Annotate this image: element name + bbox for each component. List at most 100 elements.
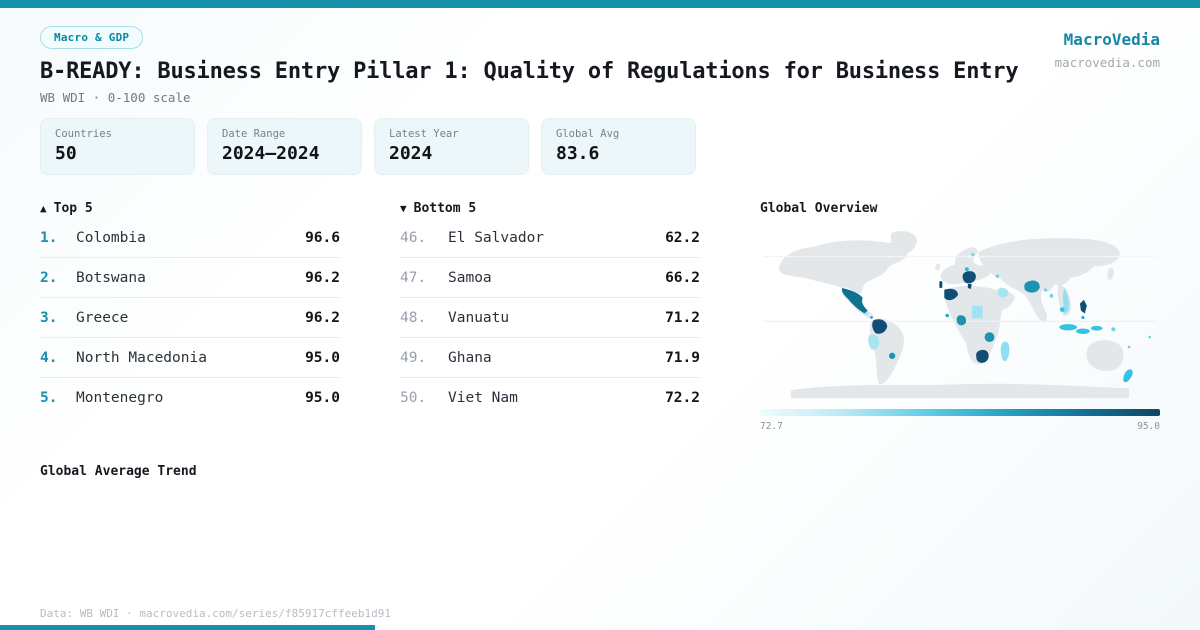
map-heading: Global Overview <box>760 201 1160 216</box>
map-country-bangladesh <box>1049 294 1054 298</box>
map-country-ghana <box>956 315 967 326</box>
country-value: 96.2 <box>305 309 340 326</box>
category-badge: Macro & GDP <box>40 26 144 49</box>
rank-number: 4. <box>40 349 58 366</box>
map-country-chad <box>971 305 983 319</box>
header-left: Macro & GDP B-READY: Business Entry Pill… <box>40 26 1019 105</box>
map-country-tanzania <box>984 332 995 343</box>
world-map-choropleth <box>763 231 1157 399</box>
map-panel: Global Overview <box>760 201 1160 432</box>
map-country-madagascar <box>1000 341 1010 362</box>
colorbar-labels: 72.7 95.0 <box>760 421 1160 432</box>
country-value: 95.0 <box>305 349 340 366</box>
stat-card-date-range: Date Range 2024—2024 <box>207 118 362 175</box>
page-subtitle: WB WDI · 0-100 scale <box>40 90 191 105</box>
map-country-vanuatu <box>1127 345 1131 349</box>
stat-label: Latest Year <box>389 128 459 140</box>
trend-heading: Global Average Trend <box>40 464 197 479</box>
stats-row: Countries 50 Date Range 2024—2024 Latest… <box>40 118 1160 175</box>
map-country-hungary <box>964 267 969 272</box>
stat-label: Global Avg <box>556 128 620 140</box>
rank-number: 1. <box>40 229 58 246</box>
map-country-colombia <box>872 319 888 334</box>
ranking-row: 49. Ghana 71.9 <box>400 338 700 378</box>
colorbar-min-label: 72.7 <box>760 421 783 432</box>
stat-value: 2024 <box>389 143 433 164</box>
bottom5-heading: ▼ Bottom 5 <box>400 201 700 216</box>
country-name: Botswana <box>76 269 146 286</box>
map-country-paraguay <box>889 352 896 359</box>
map-country-new-zealand <box>1123 369 1133 383</box>
top5-panel: ▲ Top 5 1. Colombia 96.6 2. Botswana 96.… <box>40 201 340 432</box>
stat-card-global-avg: Global Avg 83.6 <box>541 118 696 175</box>
brand-name: MacroVedia <box>1063 30 1160 49</box>
country-name: Ghana <box>448 349 492 366</box>
brand-domain: macrovedia.com <box>1054 55 1160 70</box>
country-value: 71.2 <box>665 309 700 326</box>
country-name: North Macedonia <box>76 349 207 366</box>
rank-number: 2. <box>40 269 58 286</box>
rank-number: 49. <box>400 349 427 366</box>
map-country-iraq <box>997 287 1009 298</box>
top5-heading-label: Top 5 <box>53 201 93 216</box>
country-name: Viet Nam <box>448 390 518 406</box>
stat-card-latest-year: Latest Year 2024 <box>374 118 529 175</box>
map-highlights <box>841 253 1152 383</box>
rank-number: 48. <box>400 309 427 326</box>
country-value: 96.2 <box>305 269 340 286</box>
map-country-peru <box>868 334 880 350</box>
map-country-greece <box>967 284 972 289</box>
stat-value: 50 <box>55 143 77 164</box>
ranking-row: 50. Viet Nam 72.2 <box>400 378 700 418</box>
top5-heading: ▲ Top 5 <box>40 201 340 216</box>
bottom5-list: 46. El Salvador 62.2 47. Samoa 66.2 48. … <box>400 218 700 418</box>
country-name: Greece <box>76 309 129 326</box>
map-country-philippines <box>1079 299 1087 314</box>
country-name: Montenegro <box>76 390 164 406</box>
country-name: Samoa <box>448 269 492 286</box>
map-heading-label: Global Overview <box>760 201 878 216</box>
ranking-row: 1. Colombia 96.6 <box>40 218 340 258</box>
country-value: 62.2 <box>665 229 700 246</box>
country-value: 95.0 <box>305 390 340 406</box>
country-value: 96.6 <box>305 229 340 246</box>
rank-number: 47. <box>400 269 427 286</box>
map-country-indonesia-central <box>1076 328 1090 334</box>
country-value: 72.2 <box>665 390 700 406</box>
page-title: B-READY: Business Entry Pillar 1: Qualit… <box>40 59 1019 84</box>
map-country-vietnam <box>1063 287 1069 314</box>
bottom5-heading-label: Bottom 5 <box>413 201 477 216</box>
stat-label: Countries <box>55 128 112 140</box>
map-country-estonia <box>971 253 975 257</box>
map-country-indonesia-west <box>1059 324 1077 331</box>
top5-list: 1. Colombia 96.6 2. Botswana 96.2 3. Gre… <box>40 218 340 418</box>
map-country-samoa <box>1148 335 1152 339</box>
stat-value: 83.6 <box>556 143 600 164</box>
bottom-accent-bar <box>0 625 375 630</box>
top-accent-bar <box>0 0 1200 8</box>
ranking-row: 3. Greece 96.2 <box>40 298 340 338</box>
map-country-botswana <box>976 349 989 363</box>
map-country-indonesia-east <box>1090 325 1103 331</box>
ranking-row: 46. El Salvador 62.2 <box>400 218 700 258</box>
country-value: 66.2 <box>665 269 700 286</box>
map-country-pakistan <box>1024 280 1040 293</box>
rank-number: 50. <box>400 390 427 406</box>
map-country-panama <box>870 316 873 319</box>
map-country-philippines-south <box>1081 315 1085 320</box>
down-triangle-icon: ▼ <box>400 202 407 215</box>
main-row: ▲ Top 5 1. Colombia 96.6 2. Botswana 96.… <box>40 201 1160 432</box>
stat-label: Date Range <box>222 128 286 140</box>
map-country-sierra-leone <box>945 313 949 318</box>
country-name: El Salvador <box>448 229 545 246</box>
ranking-row: 4. North Macedonia 95.0 <box>40 338 340 378</box>
map-country-mexico <box>841 287 868 314</box>
country-name: Colombia <box>76 229 146 246</box>
ranking-row: 47. Samoa 66.2 <box>400 258 700 298</box>
map-country-morocco <box>944 288 959 301</box>
colorbar <box>760 409 1160 416</box>
country-name: Vanuatu <box>448 309 510 326</box>
header: Macro & GDP B-READY: Business Entry Pill… <box>40 26 1160 105</box>
ranking-row: 48. Vanuatu 71.2 <box>400 298 700 338</box>
up-triangle-icon: ▲ <box>40 202 47 215</box>
